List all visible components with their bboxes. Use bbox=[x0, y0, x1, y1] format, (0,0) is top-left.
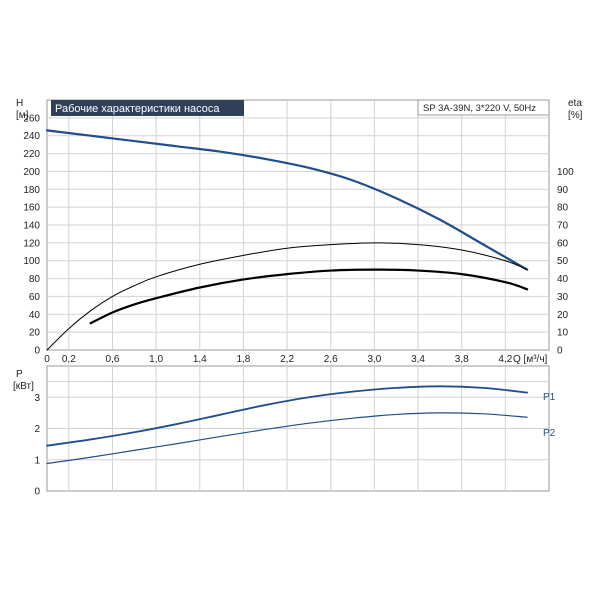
p2-series-label: P2 bbox=[543, 428, 556, 439]
chart-title: Рабочие характеристики насоса bbox=[55, 103, 220, 115]
head-axis-symbol: H bbox=[16, 98, 23, 109]
power-tick-label: 2 bbox=[34, 424, 40, 435]
flow-tick-label: 1,0 bbox=[149, 354, 163, 365]
power-tick-label: 3 bbox=[34, 393, 40, 404]
head-curve bbox=[45, 129, 529, 271]
eta-tick-label: 20 bbox=[557, 310, 569, 321]
eta-tick-label: 100 bbox=[557, 167, 574, 178]
head-tick-label: 60 bbox=[29, 292, 41, 303]
flow-axis-label: Q [м³/ч] bbox=[513, 354, 548, 365]
eta-tick-label: 60 bbox=[557, 238, 569, 249]
p2-curve bbox=[46, 412, 528, 465]
flow-tick-label: 0,6 bbox=[106, 354, 120, 365]
head-tick-label: 40 bbox=[29, 310, 41, 321]
head-axis-unit: [м] bbox=[16, 110, 29, 121]
head-tick-label: 220 bbox=[23, 149, 40, 160]
head-tick-label: 200 bbox=[23, 167, 40, 178]
eta-tick-label: 90 bbox=[557, 185, 569, 196]
flow-tick-label: 0,2 bbox=[62, 354, 76, 365]
flow-tick-label: 0 bbox=[44, 354, 50, 365]
overall-efficiency-curve bbox=[89, 268, 529, 325]
power-tick-label: 1 bbox=[34, 455, 40, 466]
flow-tick-label: 2,2 bbox=[280, 354, 294, 365]
eta-tick-label: 30 bbox=[557, 292, 569, 303]
head-tick-label: 0 bbox=[34, 346, 40, 357]
model-label: SP 3A-39N, 3*220 V, 50Hz bbox=[423, 103, 536, 114]
model-label-box bbox=[417, 99, 550, 116]
eta-tick-label: 50 bbox=[557, 256, 569, 267]
chart-title-box bbox=[51, 100, 244, 116]
head-panel-grid bbox=[47, 100, 549, 350]
flow-tick-label: 3,4 bbox=[411, 354, 425, 365]
head-tick-label: 160 bbox=[23, 203, 40, 214]
flow-tick-label: 3,8 bbox=[455, 354, 469, 365]
power-panel-grid bbox=[47, 366, 549, 491]
eta-tick-label: 80 bbox=[557, 203, 569, 214]
p1-curve bbox=[46, 385, 529, 447]
flow-tick-label: 2,6 bbox=[324, 354, 338, 365]
eta-tick-label: 10 bbox=[557, 328, 569, 339]
eta-tick-label: 40 bbox=[557, 274, 569, 285]
head-tick-label: 80 bbox=[29, 274, 41, 285]
head-tick-label: 240 bbox=[23, 131, 40, 142]
flow-tick-label: 1,8 bbox=[236, 354, 250, 365]
head-tick-label: 100 bbox=[23, 256, 40, 267]
power-axis-unit: [кВт] bbox=[13, 381, 34, 392]
power-tick-label: 0 bbox=[34, 487, 40, 498]
head-tick-label: 140 bbox=[23, 221, 40, 232]
flow-tick-label: 1,4 bbox=[193, 354, 207, 365]
flow-tick-label: 4,2 bbox=[498, 354, 512, 365]
power-axis-symbol: P bbox=[16, 369, 23, 380]
head-tick-label: 120 bbox=[23, 238, 40, 249]
head-tick-label: 20 bbox=[29, 328, 41, 339]
head-tick-label: 260 bbox=[23, 113, 40, 124]
flow-axis-ticks: 0 0,2 0,6 1,0 1,4 1,8 2,2 2,6 3,0 3,4 3,8 4,2 bbox=[44, 354, 513, 365]
power-series bbox=[46, 385, 529, 465]
eta-tick-label: 0 bbox=[557, 346, 563, 357]
eta-axis-symbol: eta bbox=[568, 98, 582, 109]
eta-axis-ticks: 0 10 20 30 40 50 60 70 80 90 100 bbox=[557, 167, 574, 357]
eta-tick-label: 70 bbox=[557, 221, 569, 232]
eta-axis-unit: [%] bbox=[568, 110, 583, 121]
power-axis-ticks: 0 1 2 3 bbox=[34, 393, 40, 498]
head-axis-ticks: 0 20 40 60 80 100 120 140 160 180 200 220 240 260 bbox=[23, 113, 40, 356]
flow-tick-label: 3,0 bbox=[367, 354, 381, 365]
head-tick-label: 180 bbox=[23, 185, 40, 196]
efficiency-curve bbox=[46, 242, 528, 351]
head-efficiency-series bbox=[45, 129, 529, 351]
p1-series-label: P1 bbox=[543, 392, 556, 403]
